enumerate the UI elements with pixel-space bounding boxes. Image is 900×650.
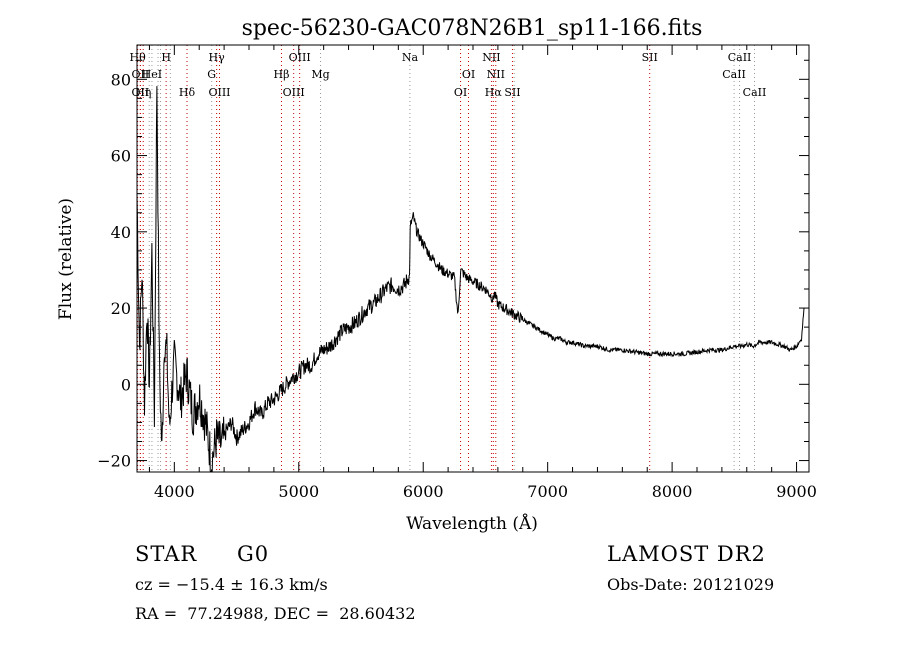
y-tick-label-0: −20: [97, 452, 131, 471]
line-label-1: OII: [132, 68, 150, 81]
x-axis-label: Wavelength (Å): [406, 513, 538, 534]
spectrum-series: [136, 86, 805, 473]
line-label-10: Hδ: [179, 86, 196, 99]
line-label-28: CaII: [728, 51, 752, 64]
x-axis: 4000 5000 6000 7000 8000 9000: [148, 45, 817, 501]
y-axis: −20 0 20 40 60 80: [97, 59, 809, 471]
line-label-29: CaII: [743, 86, 767, 99]
line-label-17: Mg: [311, 68, 329, 81]
chart-title: spec-56230-GAC078N26B1_sp11-166.fits: [242, 16, 703, 41]
object-class: STAR: [135, 542, 198, 566]
line-label-12: Hγ: [209, 51, 226, 64]
redshift-readout: cz = −15.4 ± 16.3 km/s: [135, 575, 328, 594]
y-tick-label-4: 60: [111, 147, 131, 166]
line-label-19: OI: [454, 86, 467, 99]
x-tick-label-2: 6000: [403, 482, 444, 501]
line-label-22: Hα: [485, 86, 503, 99]
observation-date: Obs-Date: 20121029: [607, 575, 775, 594]
coordinates-readout: RA = 77.24988, DEC = 28.60432: [135, 604, 416, 623]
line-label-0: Hθ: [130, 51, 147, 64]
spectral-line-markers: [137, 45, 755, 472]
line-label-15: OIII: [283, 86, 305, 99]
y-tick-label-3: 40: [111, 223, 131, 242]
line-label-23: NII: [487, 68, 505, 81]
line-label-20: OI: [462, 68, 475, 81]
y-tick-label-1: 0: [121, 375, 131, 394]
line-label-24: SII: [504, 86, 520, 99]
plot-frame: [136, 44, 810, 473]
spectrum-line: [136, 86, 805, 473]
line-label-14: Hβ: [274, 68, 290, 81]
line-label-8: H: [161, 51, 171, 64]
x-tick-label-5: 9000: [776, 482, 817, 501]
line-label-11: G: [207, 68, 216, 81]
object-subclass: G0: [237, 542, 270, 566]
spectral-line-labels: HθOIIOIIHηHeIHHδGHγOIIIHβOIIIOIIIMgNaOIO…: [130, 51, 767, 99]
line-label-3: Hη: [135, 86, 151, 99]
y-axis-label: Flux (relative): [56, 198, 76, 320]
line-label-21: NII: [482, 51, 500, 64]
survey-name: LAMOST DR2: [607, 542, 766, 566]
line-label-13: OIII: [208, 86, 230, 99]
line-label-5: HeI: [142, 68, 162, 81]
line-label-18: Na: [402, 51, 419, 64]
line-label-2: OII: [132, 86, 150, 99]
line-label-27: CaII: [722, 68, 746, 81]
x-tick-label-3: 7000: [527, 482, 568, 501]
x-tick-label-4: 8000: [652, 482, 693, 501]
x-tick-label-1: 5000: [278, 482, 319, 501]
x-tick-label-0: 4000: [154, 482, 195, 501]
line-label-26: SII: [642, 51, 658, 64]
y-tick-label-2: 20: [111, 299, 131, 318]
y-tick-label-5: 80: [111, 70, 131, 89]
line-label-16: OIII: [289, 51, 311, 64]
